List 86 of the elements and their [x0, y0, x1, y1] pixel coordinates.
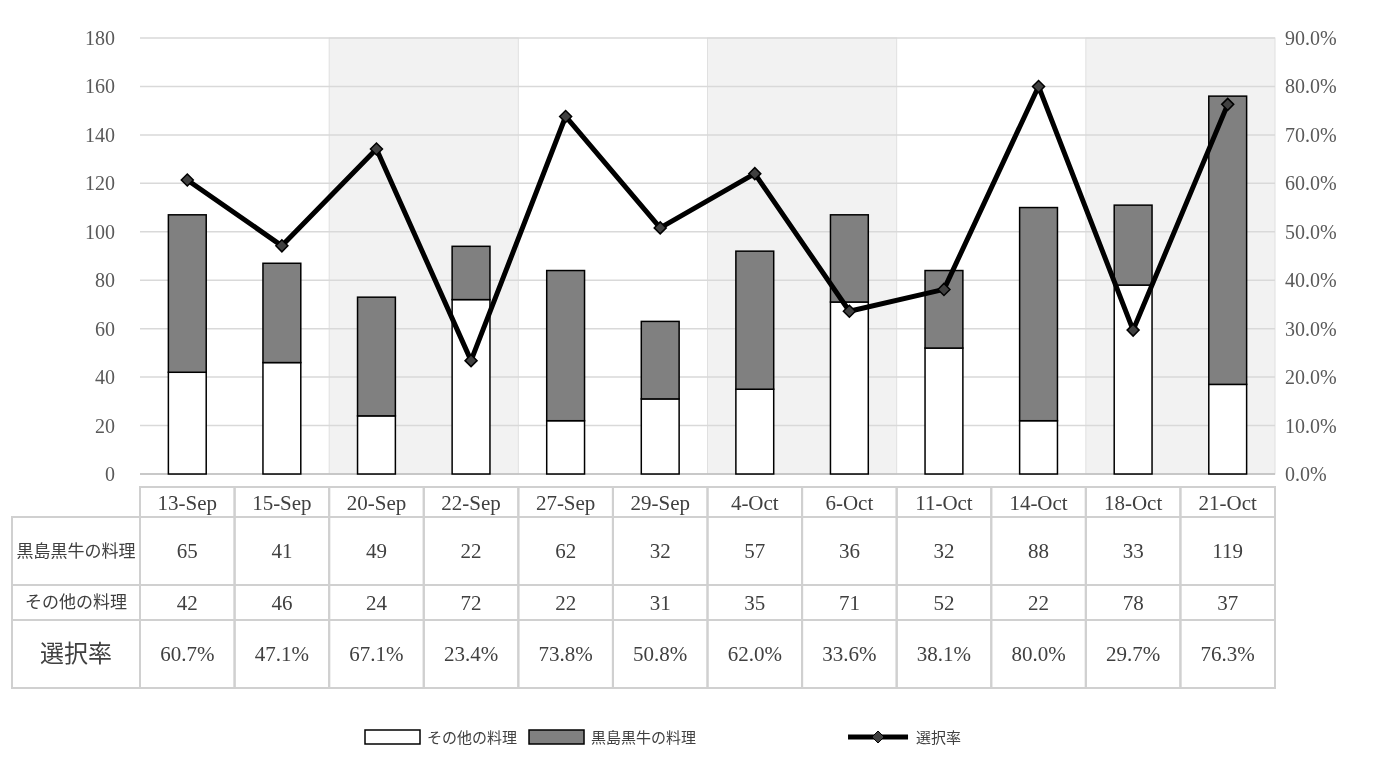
data-label: 62.0% — [727, 642, 782, 666]
data-label: 60.7% — [160, 642, 215, 666]
y-tick-label: 140 — [85, 123, 115, 146]
data-label: 29.7% — [1106, 642, 1161, 666]
data-label: 65 — [176, 539, 198, 563]
data-label: 72 — [460, 590, 482, 615]
point — [653, 221, 667, 235]
data-label: 23.4% — [443, 642, 499, 666]
legend-label: その他の料理 — [427, 726, 518, 747]
x-tick-label: 20-Sep — [346, 491, 407, 515]
data-label: 62 — [555, 539, 577, 563]
x-tick-label: 21-Oct — [1198, 491, 1258, 515]
data-label: 67.1% — [349, 642, 404, 666]
data-label: 22 — [460, 539, 482, 563]
data-label: 32 — [933, 539, 955, 563]
y2-tick-label: 70.0% — [1285, 123, 1337, 146]
data-label: 88 — [1028, 539, 1050, 563]
point — [1220, 97, 1235, 112]
data-label: 24 — [365, 590, 388, 615]
point — [1031, 79, 1046, 94]
text: その他の料理 — [25, 588, 127, 614]
y-tick-label: 160 — [85, 75, 115, 98]
y2-tick-label: 80.0% — [1285, 75, 1337, 98]
data-label: 46 — [271, 590, 293, 615]
y-tick-label: 100 — [85, 220, 115, 243]
point — [1126, 323, 1140, 337]
data-label: 78 — [1122, 590, 1144, 615]
data-label: 76.3% — [1200, 642, 1255, 666]
data-label: 33 — [1122, 539, 1144, 563]
y-tick-label: 40 — [95, 366, 115, 389]
point — [842, 304, 857, 318]
legend-label: 選択率 — [916, 726, 962, 747]
point — [748, 166, 762, 181]
x-tick-label: 15-Sep — [252, 491, 312, 515]
x-tick-label: 6-Oct — [825, 491, 874, 515]
point — [369, 142, 384, 156]
y2-tick-label: 60.0% — [1285, 172, 1337, 195]
data-label: 50.8% — [633, 642, 688, 666]
x-tick-label: 13-Sep — [157, 491, 218, 515]
y2-tick-label: 40.0% — [1285, 269, 1337, 292]
data-label: 73.8% — [538, 642, 593, 666]
data-label: 36 — [838, 539, 860, 563]
data-label: 35 — [744, 590, 766, 615]
point — [558, 109, 573, 124]
data-label: 33.6% — [822, 642, 877, 666]
point — [464, 353, 478, 368]
data-label: 22 — [555, 590, 577, 615]
y2-tick-label: 10.0% — [1285, 414, 1337, 437]
y-tick-label: 20 — [95, 414, 115, 437]
data-label: 57 — [744, 539, 766, 563]
x-tick-label: 27-Sep — [535, 491, 596, 515]
y2-tick-label: 20.0% — [1285, 366, 1337, 389]
legend-label: 黒島黒牛の料理 — [591, 726, 697, 747]
y2-tick-label: 90.0% — [1285, 27, 1337, 49]
x-tick-label: 11-Oct — [915, 491, 973, 515]
data-label: 71 — [838, 590, 860, 615]
text: 選択率 — [40, 634, 112, 670]
data-label: 42 — [176, 590, 198, 615]
y-tick-label: 60 — [95, 317, 115, 340]
text: 黒島黒牛の料理 — [16, 536, 136, 562]
x-tick-label: 4-Oct — [730, 491, 779, 515]
data-label: 119 — [1212, 539, 1244, 563]
data-label: 37 — [1217, 590, 1239, 615]
data-label: 38.1% — [916, 642, 972, 666]
data-label: 49 — [365, 539, 387, 563]
y-tick-label: 80 — [95, 269, 115, 292]
y-tick-label: 120 — [85, 172, 115, 195]
y2-tick-label: 30.0% — [1285, 317, 1337, 340]
data-label: 22 — [1028, 590, 1050, 615]
x-tick-label: 18-Oct — [1103, 491, 1163, 515]
data-label: 80.0% — [1011, 642, 1066, 666]
data-label: 52 — [933, 590, 955, 615]
x-tick-label: 22-Sep — [441, 491, 501, 515]
point — [275, 239, 289, 253]
data-label: 32 — [649, 539, 671, 563]
point — [180, 173, 195, 187]
y2-tick-label: 0.0% — [1285, 463, 1327, 485]
y2-tick-label: 50.0% — [1285, 220, 1337, 243]
data-label: 41 — [271, 539, 293, 563]
y-tick-label: 0 — [105, 463, 115, 485]
point — [937, 282, 951, 297]
data-label: 31 — [649, 590, 671, 615]
data-label: 47.1% — [254, 642, 309, 666]
x-tick-label: 29-Sep — [630, 491, 690, 515]
x-tick-label: 14-Oct — [1009, 491, 1068, 515]
y-tick-label: 180 — [85, 27, 115, 49]
